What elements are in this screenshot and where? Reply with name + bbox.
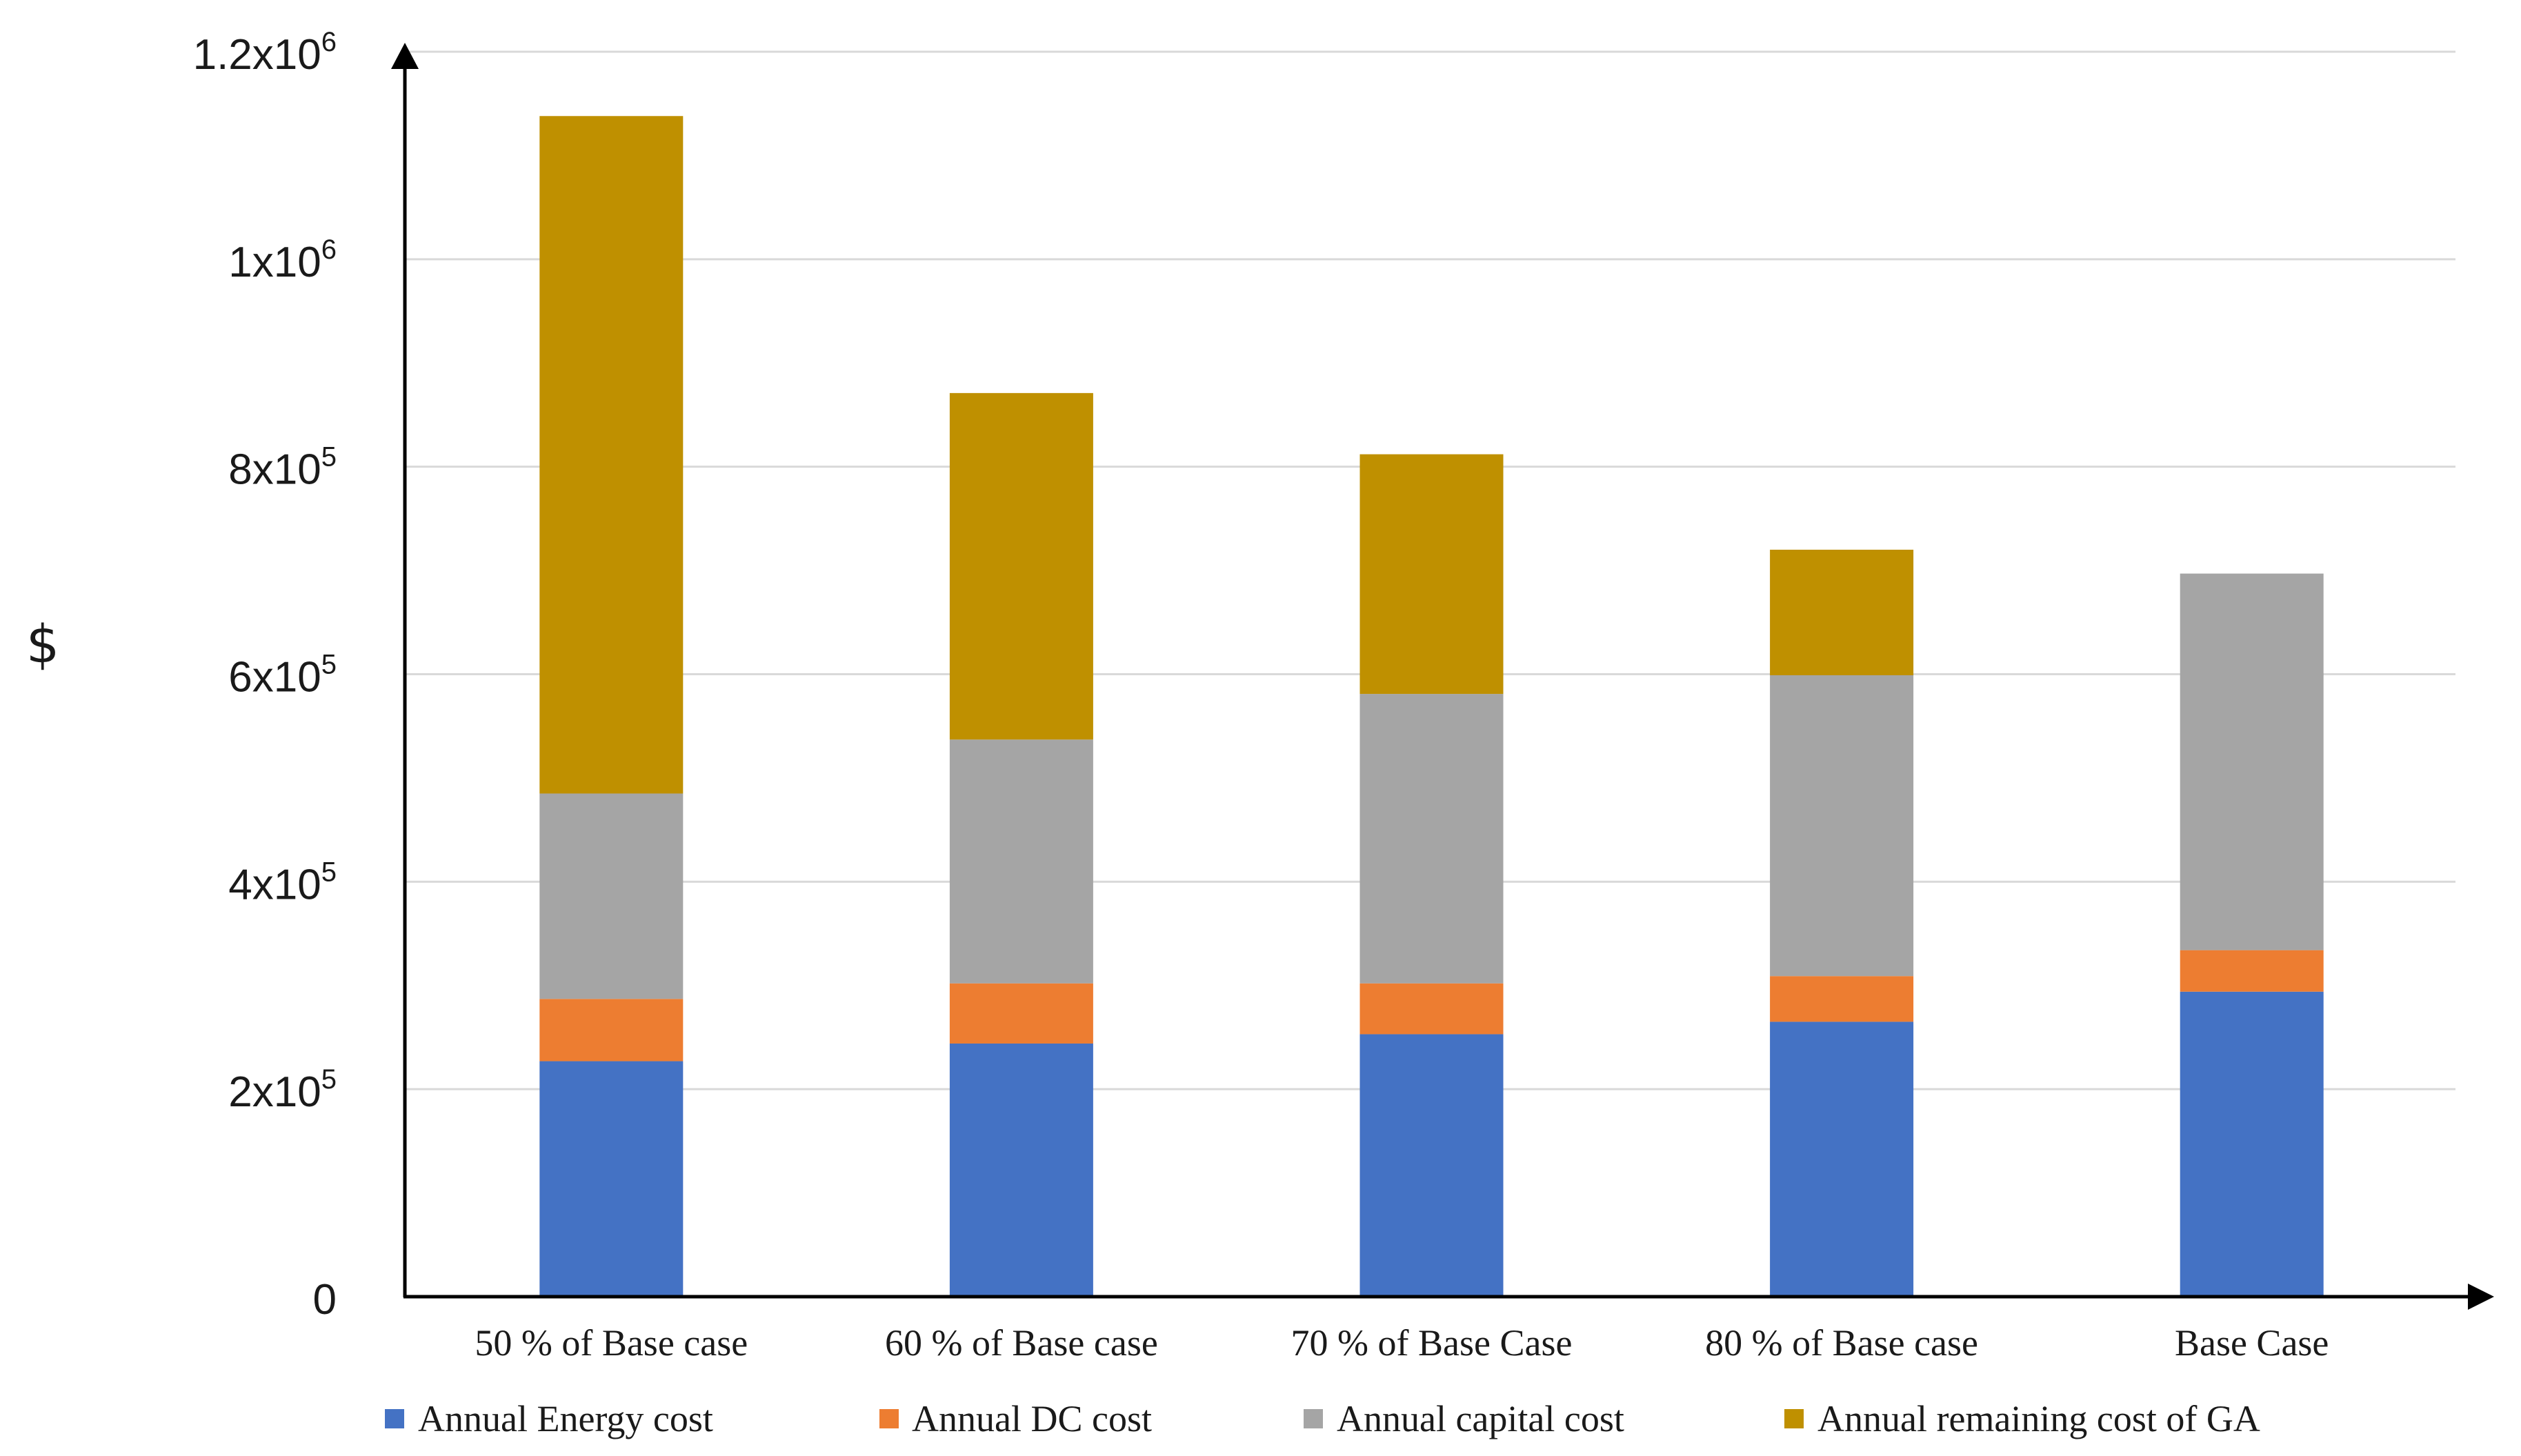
legend-swatch-2	[879, 1409, 899, 1428]
bar-segment-4-1	[539, 116, 684, 794]
bar-segment-3-5	[2180, 573, 2324, 950]
y-tick-exponent: 5	[321, 1064, 337, 1095]
y-tick-base: 0	[313, 1276, 337, 1324]
x-category-label: 80 % of Base case	[1705, 1322, 1978, 1364]
y-tick-base: 1.2x10	[193, 31, 321, 79]
y-axis-arrow	[391, 43, 419, 69]
x-category-label: 70 % of Base Case	[1291, 1322, 1573, 1364]
bar-segment-1-4	[1770, 1021, 1914, 1297]
x-category-label: Base Case	[2175, 1322, 2329, 1364]
bar-segment-3-4	[1770, 675, 1914, 977]
legend-swatch-4	[1784, 1409, 1804, 1428]
bar-segment-1-2	[949, 1043, 1093, 1297]
bar-segment-3-1	[539, 793, 684, 999]
bar-segment-2-5	[2180, 950, 2324, 992]
y-tick-label: 6x105	[228, 650, 337, 701]
y-axis-label: $	[26, 613, 59, 675]
y-tick-label: 1.2x106	[193, 27, 337, 79]
legend-label-4: Annual remaining cost of GA	[1817, 1398, 2260, 1439]
y-tick-base: 6x10	[228, 654, 321, 701]
y-tick-label: 1x106	[228, 235, 337, 286]
y-tick-label: 8x105	[228, 442, 337, 494]
legend-swatch-3	[1304, 1409, 1323, 1428]
bar-segment-2-2	[949, 983, 1093, 1044]
bar-segment-2-4	[1770, 976, 1914, 1022]
y-tick-exponent: 5	[321, 442, 337, 472]
bar-segment-2-3	[1359, 983, 1504, 1035]
y-tick-exponent: 6	[321, 27, 337, 57]
bar-segment-3-2	[949, 739, 1093, 984]
bar-segment-1-1	[539, 1061, 684, 1297]
x-axis-arrow	[2468, 1284, 2494, 1310]
bar-segment-4-3	[1359, 454, 1504, 695]
legend-swatch-1	[385, 1409, 404, 1428]
bars	[539, 116, 2324, 1297]
y-tick-base: 8x10	[228, 446, 321, 494]
y-tick-exponent: 5	[321, 857, 337, 887]
bar-segment-3-3	[1359, 694, 1504, 984]
x-category-label: 50 % of Base case	[475, 1322, 748, 1364]
y-tick-base: 2x10	[228, 1068, 321, 1116]
y-tick-exponent: 5	[321, 650, 337, 680]
y-tick-label: 0	[313, 1276, 337, 1324]
bar-segment-4-2	[949, 392, 1093, 740]
y-tick-base: 4x10	[228, 861, 321, 908]
y-tick-label: 2x105	[228, 1064, 337, 1116]
x-category-label: 60 % of Base case	[885, 1322, 1158, 1364]
axes	[391, 43, 2494, 1310]
bar-segment-1-5	[2180, 991, 2324, 1297]
x-category-labels: 50 % of Base case 60 % of Base case 70 % o…	[475, 1322, 2329, 1364]
y-tick-label: 4x105	[228, 857, 337, 908]
legend-label-2: Annual DC cost	[912, 1398, 1152, 1439]
y-tick-exponent: 6	[321, 235, 337, 265]
legend: Annual Energy cost Annual DC cost Annual c…	[385, 1398, 2260, 1439]
legend-label-3: Annual capital cost	[1337, 1398, 1624, 1439]
y-tick-base: 1x10	[228, 239, 321, 286]
bar-segment-4-4	[1770, 550, 1914, 676]
bar-segment-2-1	[539, 999, 684, 1061]
legend-label-1: Annual Energy cost	[418, 1398, 713, 1439]
bar-segment-1-3	[1359, 1034, 1504, 1297]
